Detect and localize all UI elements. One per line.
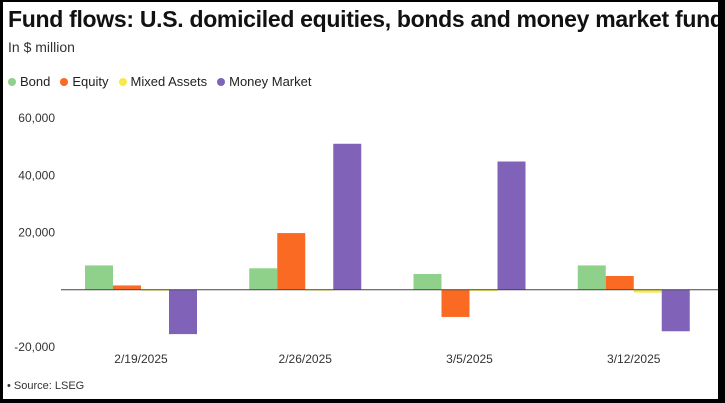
bar-equity [441,289,470,317]
legend-swatch [60,77,69,86]
x-tick-label: 3/12/2025 [607,352,661,366]
legend-item-bond: Bond [8,74,50,89]
legend-label: Equity [72,74,109,89]
legend-item-equity: Equity [60,74,109,89]
chart-frame: Fund flows: U.S. domiciled equities, bon… [3,2,718,399]
y-tick-label: 60,000 [18,111,55,125]
legend-item-mixed-assets: Mixed Assets [118,74,208,89]
bar-mixed-assets [469,289,498,291]
legend-label: Money Market [229,74,312,89]
bar-money-market [661,289,690,332]
legend-swatch [118,77,127,86]
legend-item-money-market: Money Market [217,74,311,89]
y-tick-label: -20,000 [14,340,55,354]
x-tick-label: 3/5/2025 [446,352,493,366]
bar-money-market [333,143,362,290]
bar-equity [113,285,141,290]
bar-money-market [169,289,197,335]
bar-bond [85,265,113,290]
bar-mixed-assets [633,289,662,293]
legend-swatch [8,77,16,86]
legend-label: Mixed Assets [130,74,208,89]
y-tick-label: 40,000 [18,168,55,182]
legend-swatch [217,77,226,86]
chart-subtitle: In $ million [8,39,75,55]
x-tick-label: 2/26/2025 [279,352,333,366]
bar-chart: -20,000 20,000 40,000 60,000 2/19/2025 2/26/2… [14,111,718,366]
bar-equity [605,276,634,290]
bar-money-market [497,161,526,290]
chart-title: Fund flows: U.S. domiciled equities, bon… [8,6,718,32]
y-tick-label: 20,000 [18,226,55,240]
bar-equity [277,233,306,290]
legend: Bond Equity Mixed Assets Money Market [8,74,311,89]
bar-bond [413,274,442,290]
legend-label: Bond [20,74,51,89]
source-note: • Source: LSEG [7,380,85,392]
bar-bond [249,268,278,290]
bar-bond [577,265,606,290]
x-tick-label: 2/19/2025 [114,352,168,366]
